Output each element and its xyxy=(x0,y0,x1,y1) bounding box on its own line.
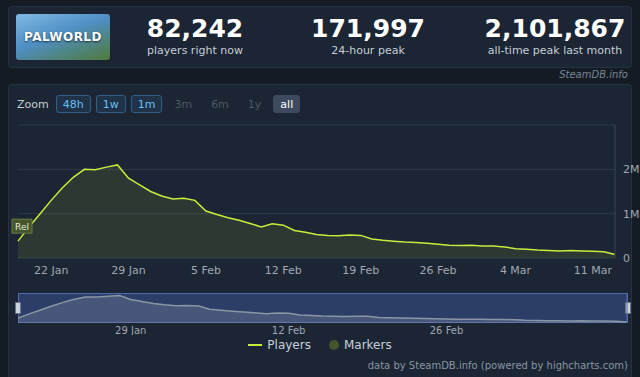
html-text:82,242: 82,242 xyxy=(146,14,244,43)
html-text:all: all xyxy=(280,98,294,111)
html-text:players right now: players right now xyxy=(147,44,243,57)
html-text:24-hour peak: 24-hour peak xyxy=(331,44,405,57)
svg-text:5 Feb: 5 Feb xyxy=(191,264,221,277)
svg-text:12 Feb: 12 Feb xyxy=(265,264,302,277)
svg-text:1M: 1M xyxy=(623,208,640,221)
html-text:data by SteamDB.info (powered: data by SteamDB.info (powered by highcha… xyxy=(367,360,628,371)
html-text:Players: Players xyxy=(267,338,311,352)
svg-text:19 Feb: 19 Feb xyxy=(342,264,379,277)
svg-text:29 Jan: 29 Jan xyxy=(115,325,146,335)
html-text:SteamDB.info: SteamDB.info xyxy=(559,69,628,80)
html-text:Zoom: Zoom xyxy=(17,97,49,111)
svg-text:4 Mar: 4 Mar xyxy=(500,264,532,277)
html-text:2,101,867: 2,101,867 xyxy=(484,14,626,43)
html-text:1m: 1m xyxy=(137,98,156,111)
html-text:PALWORLD: PALWORLD xyxy=(24,30,102,44)
html-text:48h: 48h xyxy=(62,98,84,111)
html-text:3m: 3m xyxy=(174,98,193,111)
html-text:all-time peak last month: all-time peak last month xyxy=(487,44,623,57)
svg-text:29 Jan: 29 Jan xyxy=(111,264,145,277)
html-text:1w: 1w xyxy=(102,98,119,111)
svg-text:26 Feb: 26 Feb xyxy=(430,325,464,335)
html-text:Markers: Markers xyxy=(343,338,392,352)
html-text:6m: 6m xyxy=(211,98,229,111)
html-text:1y: 1y xyxy=(247,98,262,111)
html-text:171,997: 171,997 xyxy=(311,14,425,43)
svg-text:26 Feb: 26 Feb xyxy=(420,264,457,277)
svg-text:12 Feb: 12 Feb xyxy=(272,325,306,335)
svg-text:0: 0 xyxy=(623,252,630,265)
svg-text:2M: 2M xyxy=(623,163,640,176)
svg-text:22 Jan: 22 Jan xyxy=(34,264,68,277)
svg-text:Rel: Rel xyxy=(15,222,29,232)
svg-text:11 Mar: 11 Mar xyxy=(574,264,613,277)
